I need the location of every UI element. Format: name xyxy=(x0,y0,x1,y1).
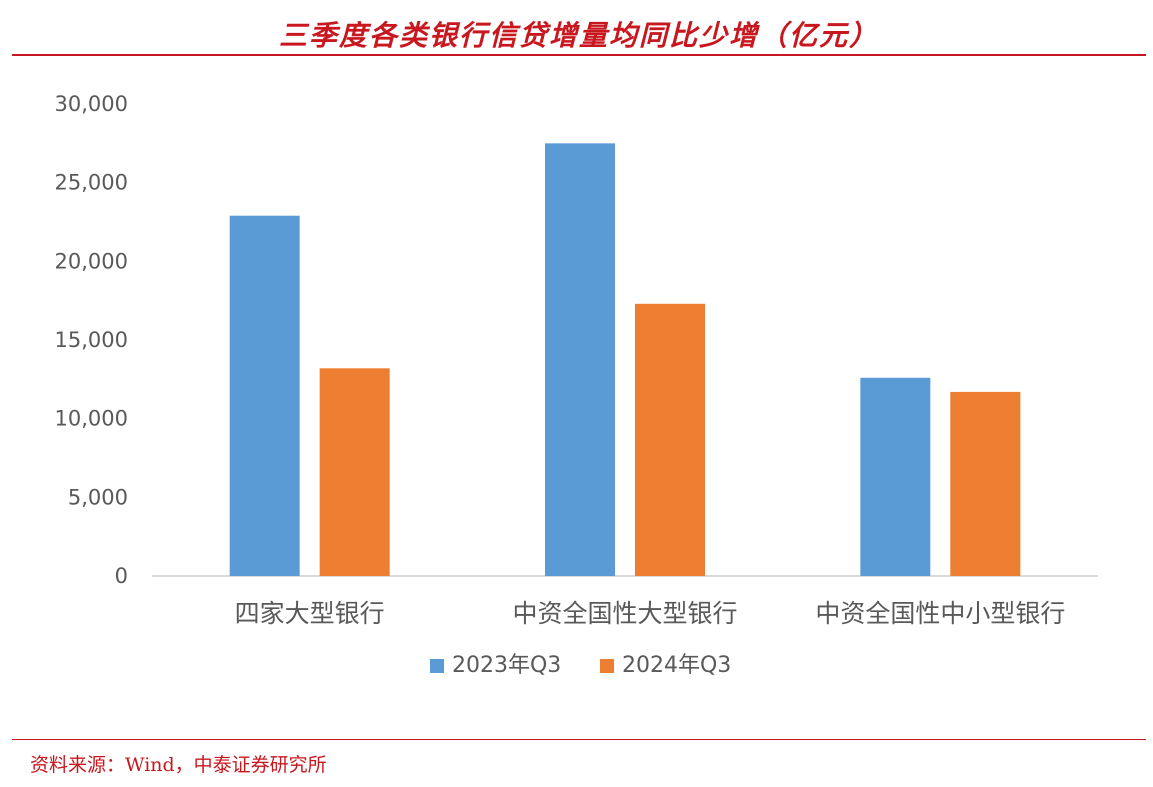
x-category-label: 中资全国性中小型银行 xyxy=(815,599,1065,628)
source-note: 资料来源：Wind，中泰证券研究所 xyxy=(30,754,327,776)
x-category-label: 中资全国性大型银行 xyxy=(512,599,737,628)
footer-divider xyxy=(12,739,1146,740)
y-tick-label: 15,000 xyxy=(55,328,128,352)
bar-series-1-category-3 xyxy=(860,377,931,576)
bar-series-1-category-1 xyxy=(229,215,300,576)
bar-series-2-category-1 xyxy=(319,368,390,576)
chart-title: 三季度各类银行信贷增量均同比少增（亿元） xyxy=(278,19,879,52)
legend-label-2: 2024年Q3 xyxy=(622,653,731,678)
title-bar: 三季度各类银行信贷增量均同比少增（亿元） xyxy=(12,8,1146,56)
y-tick-label: 20,000 xyxy=(55,249,128,273)
bar-chart: 0 5,000 10,000 15,000 20,000 25,000 30,000 四家大型… xyxy=(55,92,1098,678)
legend-label-1: 2023年Q3 xyxy=(452,653,561,678)
y-tick-label: 5,000 xyxy=(68,485,128,509)
title-divider xyxy=(12,54,1146,56)
y-tick-label: 25,000 xyxy=(55,171,128,195)
bar-series-1-category-2 xyxy=(545,143,615,576)
x-category-label: 四家大型银行 xyxy=(235,599,385,628)
bar-series-2-category-3 xyxy=(950,391,1021,576)
chart-area: 0 5,000 10,000 15,000 20,000 25,000 30,000 四家大型… xyxy=(0,60,1153,720)
bar-series-2-category-2 xyxy=(635,303,705,576)
y-tick-label: 10,000 xyxy=(55,407,128,431)
y-tick-label: 30,000 xyxy=(55,92,128,116)
y-tick-label: 0 xyxy=(115,564,128,588)
legend-swatch-1 xyxy=(430,659,444,673)
legend-swatch-2 xyxy=(600,659,614,673)
